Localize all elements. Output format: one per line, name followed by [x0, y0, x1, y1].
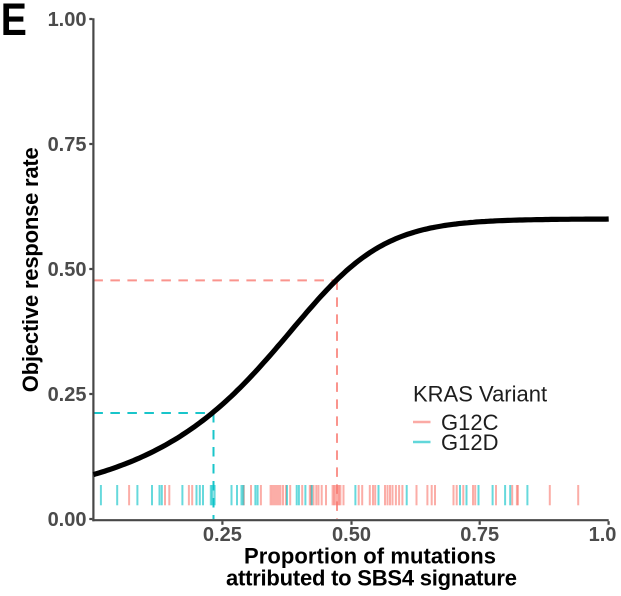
svg-text:0.50: 0.50 — [48, 259, 87, 281]
svg-text:1.00: 1.00 — [48, 9, 87, 31]
svg-text:G12C: G12C — [441, 410, 499, 435]
svg-text:Objective response rate: Objective response rate — [18, 147, 43, 392]
svg-text:Proportion of mutations: Proportion of mutations — [244, 544, 496, 569]
svg-text:G12D: G12D — [441, 430, 498, 455]
svg-text:attributed to SBS4 signature: attributed to SBS4 signature — [226, 566, 517, 591]
svg-text:0.00: 0.00 — [48, 509, 87, 531]
svg-text:0.75: 0.75 — [460, 524, 499, 546]
svg-text:0.25: 0.25 — [48, 384, 87, 406]
svg-text:E: E — [1, 0, 27, 45]
svg-text:0.25: 0.25 — [203, 524, 242, 546]
svg-text:0.75: 0.75 — [48, 134, 87, 156]
svg-text:0.50: 0.50 — [332, 524, 371, 546]
svg-text:KRAS Variant: KRAS Variant — [413, 382, 547, 407]
svg-text:1.0: 1.0 — [589, 524, 617, 546]
